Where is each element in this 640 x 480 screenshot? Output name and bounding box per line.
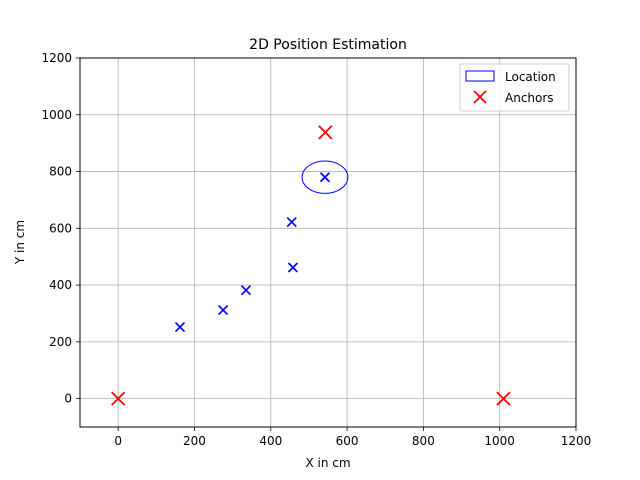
legend-location-label: Location (505, 70, 556, 84)
y-tick-label: 400 (49, 278, 72, 292)
y-tick-label: 1200 (41, 51, 72, 65)
y-tick-label: 200 (49, 335, 72, 349)
y-tick-label: 600 (49, 221, 72, 235)
location-ellipse-layer (301, 160, 349, 194)
estimate-point (240, 285, 252, 296)
legend-frame (459, 63, 570, 112)
legend-anchors-marker (473, 90, 487, 104)
data-points (111, 125, 511, 406)
x-tick-label: 1200 (561, 434, 592, 448)
x-tick-label: 200 (183, 434, 206, 448)
x-axis-label: X in cm (305, 456, 350, 470)
y-axis-label: Y in cm (13, 220, 27, 265)
chart-title: 2D Position Estimation (249, 37, 407, 53)
plot-frame (79, 57, 577, 428)
anchor-point (318, 125, 333, 140)
y-tick-label: 1000 (41, 108, 72, 122)
legend-location-swatch (465, 70, 495, 82)
legend: Location Anchors (459, 63, 570, 112)
legend-anchors-label: Anchors (505, 91, 554, 105)
estimate-point (217, 304, 229, 316)
anchor-point (111, 391, 126, 406)
x-tick-label: 600 (336, 434, 359, 448)
estimate-point (287, 262, 298, 273)
location-ellipse (301, 160, 349, 194)
tick-marks: 0 200 400 600 800 1000 1200 0 200 400 600 800 1000 12… (41, 51, 591, 448)
x-tick-label: 1000 (484, 434, 515, 448)
grid (80, 57, 577, 427)
x-tick-label: 800 (412, 434, 435, 448)
estimate-point (319, 172, 331, 183)
y-tick-label: 800 (49, 165, 72, 179)
x-tick-label: 0 (114, 434, 122, 448)
x-tick-label: 400 (259, 434, 282, 448)
estimate-point (286, 216, 297, 228)
estimate-point (174, 321, 186, 333)
y-tick-label: 0 (64, 392, 72, 406)
anchor-point (496, 391, 511, 406)
